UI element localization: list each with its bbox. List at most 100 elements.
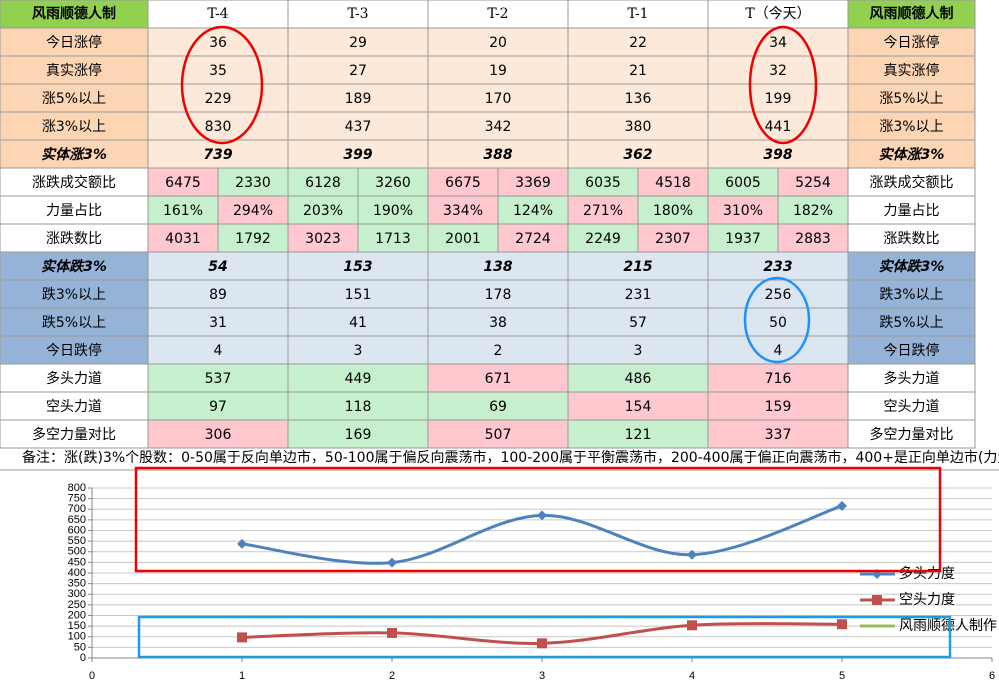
cell-value: 22 (629, 35, 647, 51)
cell-value: 31 (209, 315, 227, 331)
cell-value: 507 (485, 427, 512, 443)
row-label-right: 跌5%以上 (879, 315, 943, 331)
cell-value: 41 (349, 315, 367, 331)
cell-value: 1792 (235, 231, 271, 247)
cell-value: 6128 (305, 175, 341, 191)
cell (427, 27, 569, 57)
cell-value: 182% (793, 203, 833, 219)
marker (237, 538, 247, 549)
y-tick-label: 500 (68, 546, 86, 558)
cell-value: 19 (489, 63, 507, 79)
cell (147, 0, 289, 29)
cell-value: 3369 (515, 175, 551, 191)
cell-value: 124% (513, 203, 553, 219)
cell (497, 195, 569, 225)
cell (847, 251, 976, 281)
x-tick-label: 2 (389, 670, 395, 682)
marker (687, 549, 697, 560)
y-tick-label: 550 (68, 535, 86, 547)
cell (847, 307, 976, 337)
cell-value: 34 (769, 35, 787, 51)
cell (0, 27, 149, 57)
y-tick-label: 650 (68, 514, 86, 526)
row-label-right: 涨跌成交额比 (870, 174, 954, 191)
cell-value: 36 (209, 35, 227, 51)
cell (427, 139, 569, 169)
cell (567, 83, 709, 113)
cell (847, 419, 976, 449)
row-label: 涨5%以上 (42, 91, 106, 107)
cell-value: 54 (208, 259, 227, 275)
y-tick-label: 450 (68, 556, 86, 568)
cell-value: 1937 (725, 231, 761, 247)
cell (147, 111, 289, 141)
note: 备注：涨(跌)3%个股数：0-50属于反向单边市，50-100属于偏反向震荡市，… (22, 449, 999, 466)
cell (707, 195, 779, 225)
cell-value: 449 (345, 371, 372, 387)
y-tick-label: 100 (68, 631, 86, 643)
cell-value: 169 (345, 427, 372, 443)
cell-value: 3 (354, 343, 363, 359)
cell-value: 6035 (585, 175, 621, 191)
header-cell: T（今天） (745, 6, 810, 22)
cell-value: 4518 (655, 175, 691, 191)
legend-label: 风雨顺德人制作 (899, 618, 997, 634)
row-label: 涨跌数比 (46, 231, 102, 247)
cell-value: 151 (345, 287, 372, 303)
cell-value: 2307 (655, 231, 691, 247)
cell-value: 170 (485, 91, 512, 107)
cell (707, 279, 849, 309)
marker (387, 557, 397, 568)
cell-value: 256 (765, 287, 792, 303)
cell-value: 830 (205, 119, 232, 135)
row-label: 今日涨停 (46, 34, 102, 51)
cell (567, 139, 709, 169)
cell-value: 154 (625, 399, 652, 415)
cell-value: 398 (763, 147, 792, 163)
cell-value: 136 (625, 91, 652, 107)
cell (567, 419, 709, 449)
cell-value: 161% (163, 203, 203, 219)
cell (147, 27, 289, 57)
cell-value: 362 (623, 147, 652, 163)
cell-value: 4031 (165, 231, 201, 247)
row-label: 多空力量对比 (32, 426, 116, 443)
cell (287, 167, 359, 197)
cell-value: 138 (483, 259, 512, 275)
row-label-right: 今日跌停 (884, 342, 940, 359)
cell-value: 118 (345, 399, 372, 415)
cell-value: 27 (349, 63, 367, 79)
cell-value: 337 (765, 427, 792, 443)
cell-value: 334% (443, 203, 483, 219)
cell (0, 111, 149, 141)
row-label: 实体跌3% (41, 258, 107, 275)
cell (147, 195, 219, 225)
chart: 0501001502002503003504004505005506006507… (68, 482, 997, 682)
y-tick-label: 200 (68, 609, 86, 621)
cell (0, 419, 149, 449)
cell (147, 83, 289, 113)
cell (707, 223, 779, 253)
cell-value: 2001 (445, 231, 481, 247)
red-ellipse (748, 25, 818, 145)
row-label-right: 多空力量对比 (870, 426, 954, 443)
y-tick-label: 600 (68, 524, 86, 536)
header-cell: T-2 (487, 6, 508, 22)
cell (0, 391, 149, 421)
cell (0, 279, 149, 309)
cell-value: 89 (209, 287, 227, 303)
y-tick-label: 150 (68, 620, 86, 632)
cell (777, 223, 849, 253)
x-tick-label: 3 (539, 670, 545, 682)
cell-value: 6005 (725, 175, 761, 191)
cell (427, 223, 499, 253)
marker (387, 627, 397, 638)
row-label-right: 涨5%以上 (879, 91, 943, 107)
cell-value: 6675 (445, 175, 481, 191)
legend-label: 空头力度 (899, 592, 955, 608)
cell (0, 307, 149, 337)
row-label: 真实涨停 (46, 62, 102, 79)
cell-value: 178 (485, 287, 512, 303)
cell (287, 363, 429, 393)
